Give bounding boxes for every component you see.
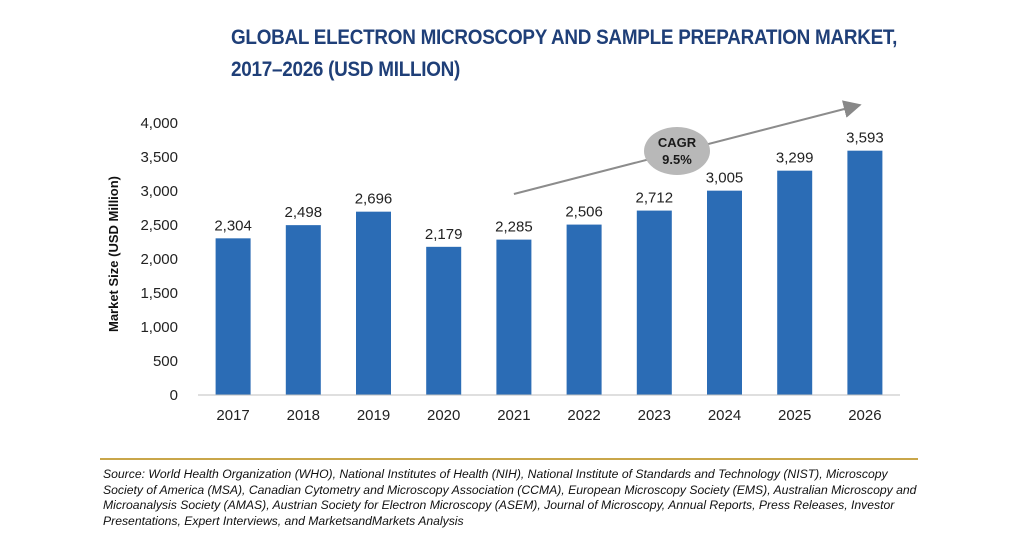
y-tick-label: 1,000 (140, 319, 178, 336)
chart-title-line-2: 2017–2026 (USD MILLION) (231, 58, 461, 81)
value-label-2019: 2,696 (355, 191, 393, 208)
value-labels: 2,304 2,498 2,696 2,179 2,285 2,506 2,712 3,005… (214, 130, 883, 243)
value-label-2022: 2,506 (565, 204, 603, 221)
bars (215, 150, 883, 395)
y-tick-label: 3,000 (140, 183, 178, 200)
x-tick-label-2020: 2020 (427, 407, 460, 424)
y-tick-label: 0 (170, 387, 178, 404)
x-tick-label-2024: 2024 (708, 407, 741, 424)
bar-chart: 05001,0001,5002,0002,5003,0003,5004,000 … (106, 100, 900, 424)
chart-title: GLOBAL ELECTRON MICROSCOPY AND SAMPLE PR… (231, 22, 897, 86)
y-tick-label: 2,500 (140, 217, 178, 234)
bar-2025 (777, 170, 813, 395)
value-label-2024: 3,005 (706, 170, 744, 187)
x-tick-label-2017: 2017 (216, 407, 249, 424)
x-tick-label-2025: 2025 (778, 407, 811, 424)
bar-2019 (356, 211, 391, 395)
x-tick-label-2026: 2026 (848, 407, 881, 424)
bar-2022 (566, 224, 602, 395)
y-tick-label: 1,500 (140, 285, 178, 302)
bar-2017 (215, 238, 251, 395)
y-axis-ticks: 0 500 1,000 1,500 2,000 2,500 3,000 3,500 4,000 (140, 115, 178, 404)
bar-2020 (426, 246, 462, 395)
chart-title-line-1: GLOBAL ELECTRON MICROSCOPY AND SAMPLE PR… (231, 26, 898, 49)
source-note: Source: World Health Organization (WHO),… (103, 467, 917, 528)
x-tick-label-2023: 2023 (638, 407, 671, 424)
bar-2021 (496, 239, 532, 395)
value-label-2021: 2,285 (495, 219, 533, 236)
bar-2018 (285, 225, 321, 395)
bar-2024 (707, 190, 742, 395)
y-tick-label: 500 (153, 353, 178, 370)
cagr-value: 9.5% (662, 152, 692, 167)
cagr-label: CAGR (658, 135, 697, 150)
y-tick-label: 4,000 (140, 115, 178, 132)
value-label-2023: 2,712 (636, 190, 674, 207)
bar-2026 (847, 150, 883, 395)
x-tick-label-2022: 2022 (567, 407, 600, 424)
y-tick-label: 2,000 (140, 251, 178, 268)
value-label-2018: 2,498 (285, 204, 323, 221)
x-tick-label-2019: 2019 (357, 407, 390, 424)
footer-divider (100, 458, 918, 460)
x-tick-label-2018: 2018 (287, 407, 320, 424)
y-tick-label: 3,500 (140, 149, 178, 166)
value-label-2026: 3,593 (846, 130, 884, 147)
x-axis-ticks: 2017 2018 2019 2020 2021 2022 2023 2024 2025 2026 (216, 407, 881, 424)
cagr-bubble (644, 127, 710, 175)
x-tick-label-2021: 2021 (497, 407, 530, 424)
value-label-2020: 2,179 (425, 226, 463, 243)
y-axis-label: Market Size (USD Million) (106, 176, 121, 332)
value-label-2025: 3,299 (776, 150, 814, 167)
bar-2023 (636, 210, 672, 395)
value-label-2017: 2,304 (214, 217, 252, 234)
